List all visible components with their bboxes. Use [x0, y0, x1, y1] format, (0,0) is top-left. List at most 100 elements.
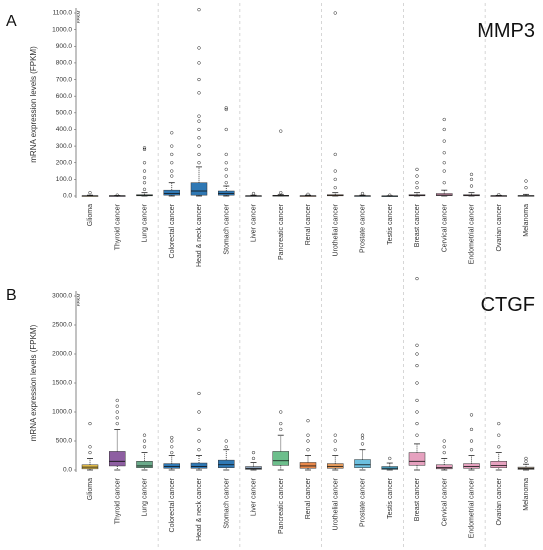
- box: [490, 461, 507, 468]
- box: [163, 189, 180, 196]
- outlier: [415, 398, 419, 403]
- outlier: [415, 381, 419, 385]
- outlier: [415, 174, 419, 178]
- outlier: [415, 186, 419, 190]
- outlier: [333, 433, 337, 437]
- x-tick-label: Urothelial cancer: [332, 477, 339, 530]
- outlier: [88, 191, 92, 195]
- box: [299, 462, 317, 469]
- outlier: [360, 442, 365, 446]
- x-tick-label: Pancreatic cancer: [278, 203, 285, 260]
- outlier: [333, 439, 337, 443]
- outlier: [360, 433, 365, 437]
- x-tick-label: Glioma: [87, 204, 94, 226]
- x-tick-label: Ovarian cancer: [496, 477, 503, 525]
- outlier: [306, 448, 310, 452]
- outlier: [497, 421, 501, 426]
- x-tick-label: Pancreatic cancer: [278, 477, 285, 534]
- box: [218, 190, 235, 196]
- outlier: [524, 459, 528, 463]
- x-tick-label: Colorectal cancer: [169, 203, 176, 258]
- outlier: [333, 169, 337, 173]
- outlier: [415, 363, 419, 368]
- box: [463, 463, 480, 469]
- panel-label: A: [6, 13, 17, 30]
- outlier: [279, 129, 283, 133]
- outlier: [197, 77, 201, 82]
- outlier: [360, 436, 365, 440]
- box: [190, 182, 208, 196]
- y-tick-label: 0.0: [63, 467, 72, 474]
- outlier: [197, 46, 201, 50]
- outlier: [333, 448, 337, 452]
- outlier: [142, 176, 147, 180]
- outlier: [524, 456, 528, 461]
- outlier: [224, 161, 228, 165]
- y-tick-label: 1100.0: [53, 10, 73, 17]
- unit-label: FPKM: [76, 11, 81, 24]
- y-tick-label: 1000.0: [52, 26, 72, 33]
- outlier: [469, 172, 474, 177]
- outlier: [224, 107, 228, 112]
- outlier: [224, 106, 228, 110]
- x-tick-label: Liver cancer: [251, 203, 258, 242]
- x-tick-label: Thyroid cancer: [114, 203, 121, 250]
- outlier: [442, 169, 446, 173]
- outlier: [497, 193, 501, 197]
- box: [408, 452, 426, 466]
- outlier: [170, 169, 174, 173]
- x-tick-label: Prostate cancer: [360, 477, 367, 527]
- x-tick-label: Urothelial cancer: [332, 203, 339, 256]
- outlier: [115, 404, 119, 408]
- outlier: [442, 450, 446, 455]
- outlier: [224, 127, 228, 132]
- outlier: [142, 161, 147, 165]
- outlier: [442, 117, 446, 122]
- outlier: [115, 398, 119, 403]
- outlier: [469, 439, 474, 443]
- x-tick-label: Glioma: [87, 478, 94, 500]
- outlier: [197, 391, 201, 396]
- outlier: [142, 433, 147, 437]
- outlier: [442, 439, 446, 443]
- x-tick-label: Liver cancer: [251, 477, 258, 516]
- box: [190, 462, 208, 469]
- box: [136, 461, 153, 468]
- outlier: [115, 410, 119, 414]
- outlier: [442, 181, 446, 185]
- outlier: [197, 91, 201, 95]
- y-tick-label: 900.0: [56, 43, 73, 50]
- outlier: [197, 136, 201, 140]
- outlier: [197, 448, 201, 452]
- outlier: [279, 410, 283, 414]
- y-axis-title: mRNA expression levels (FPKM): [29, 324, 38, 441]
- x-tick-label: Melanoma: [523, 204, 530, 237]
- outlier: [197, 119, 201, 123]
- x-tick-label: Breast cancer: [414, 477, 421, 521]
- outlier: [415, 181, 419, 185]
- y-tick-label: 0.0: [63, 193, 72, 200]
- y-tick-label: 500.0: [56, 438, 73, 445]
- outlier: [360, 191, 365, 196]
- x-tick-label: Stomach cancer: [223, 203, 230, 254]
- x-tick-label: Colorectal cancer: [169, 477, 176, 532]
- outlier: [306, 192, 310, 196]
- outlier: [224, 439, 228, 443]
- panel-label: B: [6, 287, 17, 304]
- outlier: [142, 445, 147, 449]
- box: [354, 459, 371, 468]
- box: [245, 466, 262, 470]
- outlier: [142, 147, 147, 152]
- y-tick-label: 2500.0: [52, 322, 72, 329]
- outlier: [197, 8, 201, 12]
- outlier: [142, 439, 147, 443]
- y-tick-label: 600.0: [56, 93, 73, 100]
- x-tick-label: Renal cancer: [305, 203, 312, 245]
- outlier: [197, 144, 201, 148]
- box: [436, 464, 453, 470]
- outlier: [333, 152, 337, 157]
- outlier: [388, 193, 392, 197]
- x-tick-label: Renal cancer: [305, 477, 312, 519]
- outlier: [442, 127, 446, 132]
- outlier: [115, 421, 119, 426]
